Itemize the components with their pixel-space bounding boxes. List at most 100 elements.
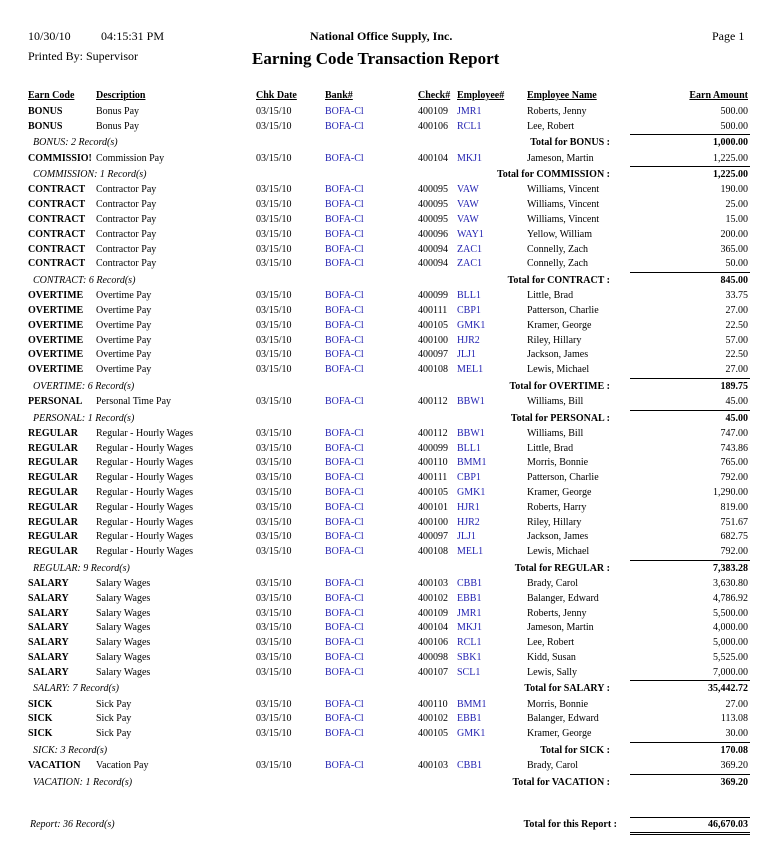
earn-code: VACATION: [28, 760, 81, 771]
check-date: 03/15/10: [256, 578, 292, 589]
description: Bonus Pay: [96, 106, 140, 117]
group-total-label: Total for SALARY :: [524, 683, 610, 695]
employee-name: Riley, Hillary: [527, 334, 582, 346]
employee-name: Williams, Vincent: [527, 199, 600, 211]
employee-name: Kidd, Susan: [527, 652, 576, 663]
bank: BOFA-Cl: [325, 592, 364, 604]
employee-number: SCL1: [457, 666, 481, 678]
employee-number: ZAC1: [457, 243, 482, 255]
check-number: 400105: [418, 319, 448, 331]
column-header: Employee Name: [527, 90, 597, 101]
bank: BOFA-Cl: [325, 349, 364, 361]
employee-number: BMM1: [457, 698, 487, 710]
check-date: 03/15/10: [256, 427, 292, 439]
earn-amount: 22.50: [725, 349, 749, 361]
check-number: 400112: [418, 427, 448, 439]
employee-number: HJR2: [457, 516, 480, 528]
group-total: 1,225.00: [713, 169, 748, 181]
check-date: 03/15/10: [256, 319, 292, 331]
earn-code: CONTRACT: [28, 228, 86, 240]
description: Contractor Pay: [96, 258, 157, 270]
check-date: 03/15/10: [256, 698, 292, 710]
earn-code: OVERTIME: [28, 305, 84, 316]
group-total: 45.00: [725, 412, 749, 424]
earn-code: REGULAR: [28, 427, 79, 439]
check-date: 03/15/10: [256, 349, 292, 361]
check-date: 03/15/10: [256, 290, 292, 302]
employee-name: Lewis, Michael: [527, 546, 590, 558]
earn-amount: 792.00: [720, 472, 749, 484]
earn-amount: 4,000.00: [713, 622, 748, 634]
employee-name: Roberts, Harry: [527, 501, 587, 513]
employee-name: Balanger, Edward: [527, 713, 599, 725]
earn-code: SALARY: [28, 637, 69, 649]
earn-amount: 747.00: [720, 427, 749, 439]
check-number: 400095: [418, 184, 448, 196]
description: Salary Wages: [96, 622, 151, 634]
check-number: 400094: [418, 243, 448, 255]
employee-number: RCL1: [457, 637, 482, 649]
description: Overtime Pay: [96, 364, 152, 376]
report-total-label: Total for this Report :: [523, 819, 617, 830]
earn-code: CONTRACT: [28, 214, 86, 225]
earn-amount: 15.00: [725, 214, 749, 225]
check-date: 03/15/10: [256, 666, 292, 678]
check-date: 03/15/10: [256, 258, 292, 270]
group-records: OVERTIME: 6 Record(s): [33, 380, 135, 392]
employee-number: MEL1: [457, 364, 484, 376]
earn-code: BONUS: [28, 106, 63, 117]
bank: BOFA-Cl: [325, 396, 364, 407]
group-total-label: Total for OVERTIME :: [509, 380, 611, 392]
bank: BOFA-Cl: [325, 305, 364, 316]
employee-number: BLL1: [457, 442, 481, 454]
description: Regular - Hourly Wages: [96, 457, 194, 469]
earn-amount: 5,500.00: [713, 607, 748, 619]
check-date: 03/15/10: [256, 546, 292, 558]
earn-amount: 27.00: [725, 698, 749, 710]
earn-code: BONUS: [28, 120, 63, 132]
check-date: 03/15/10: [256, 728, 292, 740]
check-date: 03/15/10: [256, 713, 292, 725]
description: Vacation Pay: [96, 760, 149, 771]
earn-code: SICK: [28, 728, 53, 740]
group-total: 189.75: [720, 380, 749, 392]
bank: BOFA-Cl: [325, 578, 364, 589]
group-total: 369.20: [720, 776, 749, 788]
earn-amount: 5,525.00: [713, 652, 748, 663]
amount-rule: [630, 166, 750, 168]
earn-amount: 30.00: [725, 728, 749, 740]
group-records: PERSONAL: 1 Record(s): [33, 412, 135, 424]
check-date: 03/15/10: [256, 364, 292, 376]
earn-amount: 682.75: [720, 531, 749, 543]
check-date: 03/15/10: [256, 652, 292, 663]
earn-amount: 792.00: [720, 546, 749, 558]
earn-code: REGULAR: [28, 501, 79, 513]
earn-amount: 27.00: [725, 364, 749, 376]
earn-amount: 50.00: [725, 258, 749, 270]
employee-number: CBB1: [457, 578, 483, 589]
description: Regular - Hourly Wages: [96, 516, 194, 528]
description: Regular - Hourly Wages: [96, 442, 194, 454]
description: Regular - Hourly Wages: [96, 501, 194, 513]
employee-name: Williams, Vincent: [527, 214, 600, 225]
employee-number: HJR2: [457, 334, 480, 346]
description: Contractor Pay: [96, 199, 157, 211]
report-double-rule: [630, 834, 750, 835]
earn-code: REGULAR: [28, 457, 79, 469]
earn-amount: 3,630.80: [713, 578, 748, 589]
employee-number: EBB1: [457, 592, 482, 604]
report-title: Earning Code Transaction Report: [252, 49, 500, 68]
earn-amount: 765.00: [720, 457, 749, 469]
bank: BOFA-Cl: [325, 607, 364, 619]
group-records: SALARY: 7 Record(s): [33, 683, 120, 695]
description: Commission Pay: [96, 152, 165, 164]
bank: BOFA-Cl: [325, 472, 364, 484]
check-date: 03/15/10: [256, 531, 292, 543]
earn-code: SICK: [28, 698, 53, 710]
description: Sick Pay: [96, 728, 132, 740]
amount-rule: [630, 271, 750, 273]
company: National Office Supply, Inc.: [310, 29, 453, 43]
description: Personal Time Pay: [96, 396, 172, 407]
employee-name: Lewis, Sally: [527, 666, 577, 678]
